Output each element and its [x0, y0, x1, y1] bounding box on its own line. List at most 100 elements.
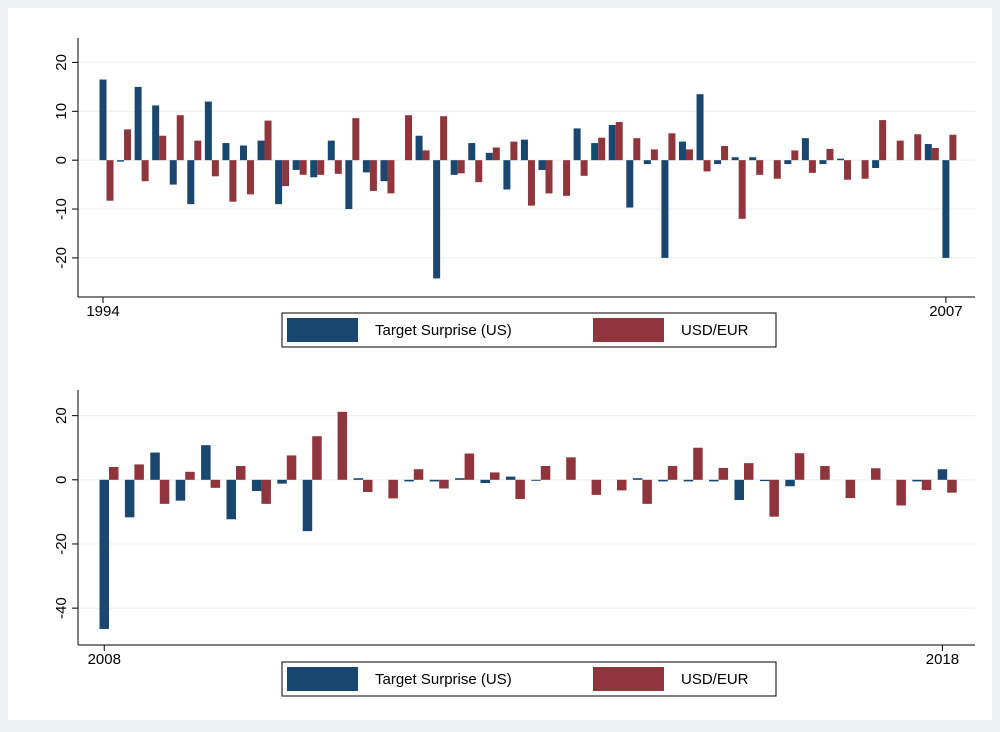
- bar: [872, 160, 880, 168]
- bar: [124, 129, 132, 161]
- bar: [703, 160, 711, 172]
- bar: [169, 160, 177, 185]
- legend-swatch: [287, 318, 358, 342]
- bar: [784, 160, 792, 165]
- bar: [187, 160, 195, 205]
- bar: [239, 145, 247, 161]
- bar: [520, 139, 528, 161]
- bar: [468, 143, 476, 161]
- bar: [429, 479, 440, 482]
- bar: [769, 479, 779, 517]
- bar: [464, 453, 475, 480]
- bar: [327, 140, 335, 161]
- bar: [685, 149, 693, 161]
- bar: [794, 453, 805, 480]
- bar: [871, 468, 881, 480]
- bar: [626, 160, 634, 208]
- bar: [617, 479, 627, 491]
- bar: [808, 160, 816, 173]
- bar: [457, 160, 465, 174]
- bar: [422, 150, 430, 161]
- bar: [845, 479, 856, 499]
- bar: [668, 133, 676, 161]
- bar: [914, 134, 922, 161]
- bar: [490, 472, 500, 480]
- bar: [820, 466, 830, 480]
- bar: [819, 160, 827, 165]
- bar: [99, 479, 109, 629]
- bar: [455, 478, 465, 480]
- bar: [731, 157, 739, 161]
- bar: [353, 478, 363, 480]
- bar: [492, 147, 500, 161]
- bar: [362, 160, 370, 173]
- bar: [433, 160, 441, 279]
- bar: [912, 479, 922, 482]
- bar: [896, 140, 904, 161]
- bar: [721, 145, 729, 161]
- bar: [369, 160, 377, 191]
- bar: [632, 478, 643, 480]
- bar: [485, 152, 493, 161]
- bar: [580, 160, 588, 176]
- bar: [759, 479, 770, 482]
- bar: [236, 466, 246, 480]
- bar: [277, 479, 287, 484]
- bar: [475, 160, 483, 183]
- x-tick-label: 2018: [926, 651, 959, 668]
- bar: [693, 447, 703, 480]
- bar: [257, 140, 265, 161]
- bar: [211, 160, 219, 177]
- y-tick-label: 20: [53, 407, 70, 424]
- bar: [573, 128, 581, 161]
- bar: [801, 138, 809, 161]
- bar: [439, 479, 449, 489]
- bar: [545, 160, 553, 194]
- bar: [194, 140, 202, 161]
- y-tick-label: 0: [53, 476, 70, 484]
- legend-label: Target Surprise (US): [375, 671, 512, 688]
- y-tick-label: -20: [53, 533, 70, 555]
- bar: [540, 466, 551, 480]
- bar: [683, 479, 694, 482]
- bar: [744, 463, 754, 480]
- bar: [286, 455, 297, 480]
- legend-swatch: [287, 667, 358, 691]
- legend-swatch: [593, 667, 664, 691]
- bar: [931, 147, 939, 161]
- bar: [937, 469, 948, 480]
- bar: [363, 479, 373, 492]
- bar: [413, 469, 424, 480]
- bar: [947, 479, 957, 493]
- bar: [515, 479, 525, 500]
- bar: [791, 150, 799, 161]
- bar: [345, 160, 353, 210]
- bar: [480, 479, 490, 484]
- bar: [924, 144, 932, 161]
- bar: [861, 160, 869, 179]
- bar: [302, 479, 313, 532]
- bar: [942, 160, 950, 258]
- bar: [317, 160, 325, 175]
- bar: [415, 135, 423, 161]
- x-tick-label: 1994: [86, 303, 119, 320]
- bar: [99, 79, 107, 161]
- bar: [633, 138, 641, 161]
- bar: [387, 160, 395, 194]
- bar: [337, 411, 348, 480]
- bar: [921, 479, 932, 491]
- bar: [598, 137, 606, 161]
- bar: [785, 479, 795, 487]
- bar: [879, 120, 887, 161]
- bar: [718, 467, 729, 480]
- bar: [109, 466, 119, 480]
- bar: [201, 445, 211, 480]
- bar: [949, 134, 957, 161]
- bar: [450, 160, 458, 175]
- bar: [714, 160, 722, 165]
- legend-label: Target Surprise (US): [375, 322, 512, 339]
- bar: [152, 105, 160, 161]
- bar: [264, 120, 272, 161]
- bar: [738, 160, 746, 219]
